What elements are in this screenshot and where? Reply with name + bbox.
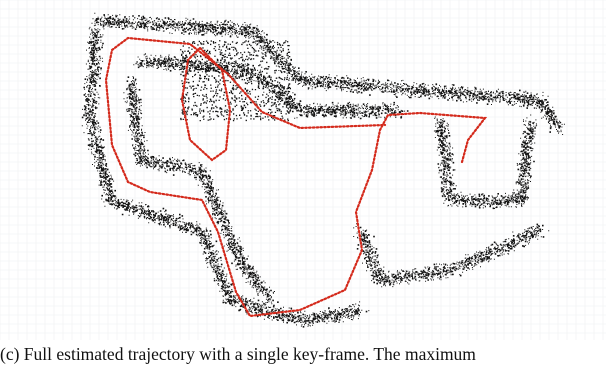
estimated-trajectory-loop [180, 46, 232, 162]
point-cloud [81, 12, 565, 328]
point-cloud-map [0, 0, 606, 340]
estimated-trajectory [104, 36, 488, 318]
figure-caption: (c) Full estimated trajectory with a sin… [0, 344, 476, 364]
